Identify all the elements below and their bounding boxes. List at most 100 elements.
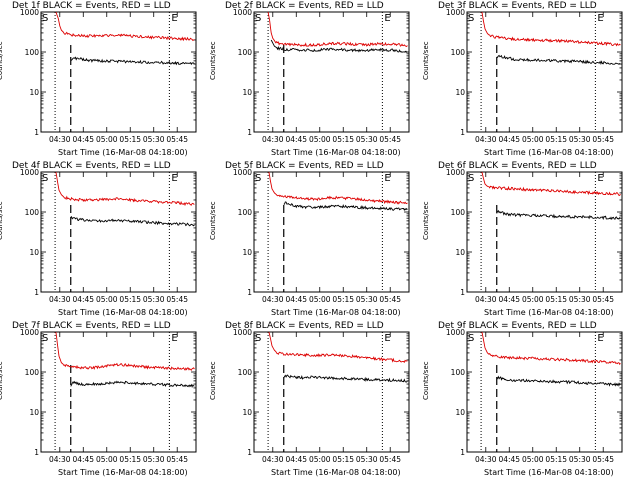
y-tick-label: 100 <box>25 208 40 217</box>
plot-frame <box>253 11 410 133</box>
end-marker: E <box>171 333 177 344</box>
x-tick-label: 04:30 <box>475 295 497 304</box>
chart-panel-7: 1 10 100 1000 04:30 04:45 05:00 05:15 05:30 05:45… <box>0 320 213 480</box>
y-tick-label: 10 <box>455 88 465 97</box>
y-tick-label: 100 <box>238 208 253 217</box>
chart-title: Det 2f BLACK = Events, RED = LLD <box>225 1 384 11</box>
chart-title: Det 1f BLACK = Events, RED = LLD <box>12 1 171 11</box>
x-axis-title: Start Time (16-Mar-08 04:18:00) <box>271 308 401 317</box>
plot-frame <box>466 11 623 133</box>
chart-panel-6: 1 10 100 1000 04:30 04:45 05:00 05:15 05:30 05:45… <box>422 160 639 320</box>
x-tick-label: 05:15 <box>119 135 141 144</box>
chart-panel-9: 1 10 100 1000 04:30 04:45 05:00 05:15 05:30 05:45… <box>422 320 639 480</box>
y-tick-label: 1 <box>34 288 39 297</box>
lld-series-line <box>481 331 621 366</box>
chart-panel-8: 1 10 100 1000 04:30 04:45 05:00 05:15 05:30 05:45… <box>209 320 426 480</box>
start-marker: S <box>255 333 261 344</box>
end-marker: E <box>171 13 177 24</box>
start-marker: S <box>468 333 474 344</box>
y-tick-label: 100 <box>238 368 253 377</box>
end-marker: E <box>384 13 390 24</box>
end-marker: E <box>384 173 390 184</box>
y-tick-label: 100 <box>451 368 466 377</box>
chart-svg: 1 10 100 1000 04:30 04:45 05:00 05:15 05:30 05:45… <box>20 168 197 304</box>
x-tick-label: 05:00 <box>96 295 118 304</box>
y-tick-label: 10 <box>29 408 39 417</box>
chart-svg: 1 10 100 1000 04:30 04:45 05:00 05:15 05:30 05:45… <box>233 168 410 304</box>
x-tick-label: 04:30 <box>49 295 71 304</box>
plot-frame <box>40 331 197 453</box>
end-marker: E <box>384 333 390 344</box>
x-tick-label: 04:45 <box>72 135 94 144</box>
x-tick-label: 05:00 <box>309 295 331 304</box>
y-axis-title: Counts/sec <box>209 201 217 240</box>
lld-series-line <box>55 331 195 371</box>
y-tick-label: 1 <box>460 128 465 137</box>
x-tick-label: 05:00 <box>522 295 544 304</box>
x-tick-label: 05:00 <box>96 135 118 144</box>
x-tick-label: 04:45 <box>285 295 307 304</box>
x-tick-label: 05:15 <box>332 455 354 464</box>
x-tick-label: 04:30 <box>262 135 284 144</box>
chart-svg: 1 10 100 1000 04:30 04:45 05:00 05:15 05:30 05:45… <box>20 328 197 464</box>
start-marker: S <box>42 333 48 344</box>
x-tick-label: 05:45 <box>379 455 401 464</box>
events-series-line <box>496 209 621 221</box>
plot-frame <box>253 331 410 453</box>
x-tick-label: 04:45 <box>285 455 307 464</box>
y-tick-label: 100 <box>25 368 40 377</box>
y-tick-label: 1 <box>247 128 252 137</box>
x-tick-label: 05:30 <box>569 455 591 464</box>
chart-panel-1: 1 10 100 1000 04:30 04:45 05:00 05:15 05:30 05:45… <box>0 0 213 160</box>
end-marker: E <box>597 173 603 184</box>
chart-svg: 1 10 100 1000 04:30 04:45 05:00 05:15 05:30 05:45… <box>446 8 623 144</box>
chart-svg: 1 10 100 1000 04:30 04:45 05:00 05:15 05:30 05:45… <box>446 328 623 464</box>
y-tick-label: 1000 <box>446 168 465 177</box>
y-tick-label: 1000 <box>446 8 465 17</box>
x-tick-label: 05:45 <box>379 135 401 144</box>
plot-frame <box>253 171 410 293</box>
y-tick-label: 10 <box>242 408 252 417</box>
x-axis-title: Start Time (16-Mar-08 04:18:00) <box>58 468 188 477</box>
plot-frame <box>40 11 197 133</box>
chart-svg: 1 10 100 1000 04:30 04:45 05:00 05:15 05:30 05:45… <box>20 8 197 144</box>
x-tick-label: 05:00 <box>309 455 331 464</box>
x-tick-label: 05:15 <box>332 135 354 144</box>
x-axis-title: Start Time (16-Mar-08 04:18:00) <box>58 308 188 317</box>
events-series-line <box>496 375 621 387</box>
y-tick-label: 1 <box>247 288 252 297</box>
y-axis-title: Counts/sec <box>0 41 4 80</box>
x-tick-label: 05:00 <box>309 135 331 144</box>
x-tick-label: 04:30 <box>49 135 71 144</box>
y-tick-label: 1 <box>34 448 39 457</box>
y-tick-label: 100 <box>451 48 466 57</box>
x-tick-label: 04:30 <box>49 455 71 464</box>
start-marker: S <box>42 173 48 184</box>
x-axis-title: Start Time (16-Mar-08 04:18:00) <box>484 468 614 477</box>
events-series-line <box>270 39 408 53</box>
y-tick-label: 10 <box>29 248 39 257</box>
chart-title: Det 4f BLACK = Events, RED = LLD <box>12 161 171 171</box>
x-tick-label: 05:45 <box>592 135 614 144</box>
x-tick-label: 04:30 <box>475 135 497 144</box>
x-tick-label: 04:45 <box>285 135 307 144</box>
start-marker: S <box>468 173 474 184</box>
y-tick-label: 1 <box>460 288 465 297</box>
y-tick-label: 1000 <box>20 328 39 337</box>
chart-title: Det 3f BLACK = Events, RED = LLD <box>438 1 597 11</box>
y-tick-label: 1000 <box>20 8 39 17</box>
x-tick-label: 05:30 <box>356 135 378 144</box>
y-tick-label: 100 <box>451 208 466 217</box>
x-tick-label: 05:15 <box>119 295 141 304</box>
x-tick-label: 05:00 <box>522 135 544 144</box>
x-axis-title: Start Time (16-Mar-08 04:18:00) <box>484 308 614 317</box>
x-tick-label: 05:45 <box>166 455 188 464</box>
y-tick-label: 1000 <box>233 168 252 177</box>
y-tick-label: 10 <box>455 248 465 257</box>
start-marker: S <box>468 13 474 24</box>
x-axis-title: Start Time (16-Mar-08 04:18:00) <box>484 148 614 157</box>
y-tick-label: 1000 <box>20 168 39 177</box>
plot-frame <box>466 331 623 453</box>
x-tick-label: 05:15 <box>119 455 141 464</box>
